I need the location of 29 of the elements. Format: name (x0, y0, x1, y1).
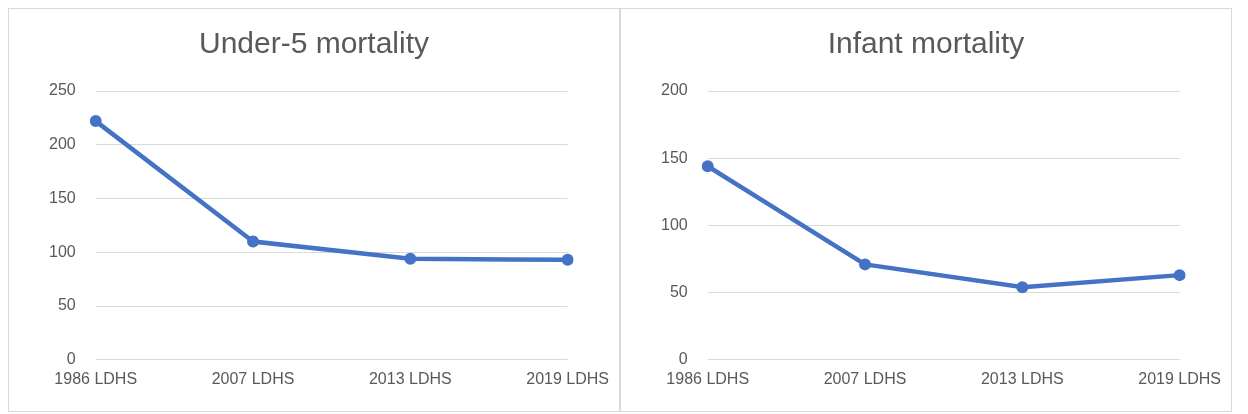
y-tick-label: 150 (660, 148, 688, 166)
point (1173, 269, 1186, 282)
y-tick-label: 50 (669, 283, 688, 301)
x-tick-label: 2007 LDHS (823, 369, 907, 387)
y-tick-label: 200 (48, 135, 76, 153)
chart-title: Under-5 mortality (198, 26, 430, 60)
y-tick-label: 250 (48, 81, 76, 99)
chart-title: Infant mortality (827, 26, 1025, 60)
point (859, 258, 872, 271)
y-tick-label: 200 (660, 81, 688, 99)
x-tick-label: 1986 LDHS (54, 369, 138, 387)
x-tick-label: 2007 LDHS (211, 369, 295, 387)
y-tick-label: 150 (48, 188, 76, 206)
point (1016, 281, 1029, 294)
point (701, 160, 714, 173)
x-tick-label: 2013 LDHS (368, 369, 452, 387)
point (561, 253, 574, 266)
y-tick-label: 100 (48, 242, 76, 260)
point (404, 252, 417, 265)
x-tick-label: 2013 LDHS (980, 369, 1064, 387)
x-tick-label: 2019 LDHS (526, 369, 609, 387)
y-tick-label: 0 (66, 350, 76, 368)
x-tick-label: 2019 LDHS (1138, 369, 1221, 387)
y-tick-label: 100 (660, 215, 688, 233)
point (247, 235, 260, 248)
point (89, 115, 102, 128)
y-tick-label: 0 (678, 350, 688, 368)
x-tick-label: 1986 LDHS (666, 369, 750, 387)
y-tick-label: 50 (57, 296, 76, 314)
